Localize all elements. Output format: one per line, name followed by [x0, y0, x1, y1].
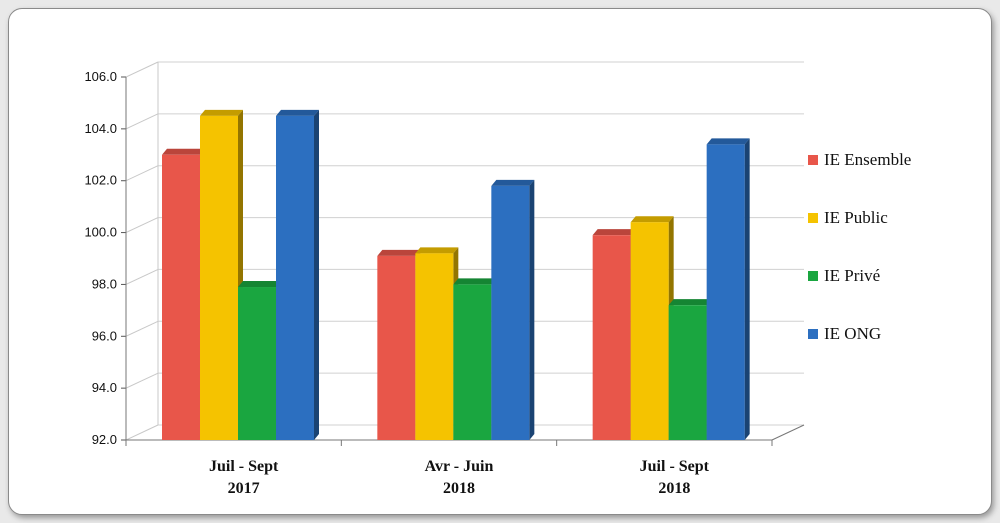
y-tick-label: 104.0	[84, 121, 117, 136]
bar-front	[706, 144, 745, 440]
bar-front	[200, 115, 238, 441]
y-tick-label: 92.0	[92, 432, 117, 447]
floor-edge	[771, 424, 805, 441]
y-tick-label: 102.0	[84, 173, 117, 188]
bar	[415, 247, 459, 440]
y-tick-label: 96.0	[92, 328, 117, 343]
bars	[162, 109, 750, 441]
bar-side	[314, 109, 319, 441]
bar	[238, 281, 281, 440]
bar-top	[276, 109, 319, 116]
legend-swatch	[808, 271, 818, 281]
bar-side	[529, 179, 535, 440]
gridline-depth	[125, 113, 159, 130]
legend-label: IE Public	[824, 208, 888, 227]
legend-swatch	[808, 155, 818, 165]
bar-front	[453, 284, 492, 440]
bar	[491, 179, 535, 440]
bar-top	[415, 247, 459, 254]
axis-labels: 92.0 94.0 96.0 98.0 100.0 102.0 104.0 106.0 Juil…	[84, 69, 709, 497]
bar-top	[238, 281, 281, 288]
y-tick-label: 100.0	[84, 225, 117, 240]
y-tick-label: 98.0	[92, 276, 117, 291]
legend-item: IE Public	[808, 208, 888, 227]
bar-front	[377, 255, 416, 440]
bar	[200, 109, 243, 441]
bar-front	[630, 222, 669, 440]
bar-top	[200, 109, 243, 116]
bar	[706, 138, 750, 440]
bar	[630, 216, 674, 440]
x-category-label: Avr - Juin 2018	[425, 458, 494, 497]
bar-front	[162, 154, 200, 441]
bar	[453, 278, 497, 440]
legend-item: IE ONG	[808, 324, 881, 343]
bar-top	[491, 179, 535, 186]
legend-label: IE Ensemble	[824, 150, 911, 169]
legend-item: IE Ensemble	[808, 150, 911, 169]
legend: IE Ensemble IE Public IE Privé IE ONG	[808, 150, 911, 343]
bar-top	[706, 138, 750, 145]
bar-side	[744, 138, 750, 440]
y-tick-label: 94.0	[92, 380, 117, 395]
gridline-depth	[125, 165, 159, 182]
gridline-depth	[125, 217, 159, 234]
bar	[377, 249, 421, 440]
bar	[276, 109, 319, 441]
bar-front	[415, 253, 454, 440]
gridline-depth	[125, 61, 159, 78]
bar	[592, 229, 636, 440]
x-category-label: Juil - Sept 2017	[209, 458, 279, 497]
bar-top	[668, 299, 712, 306]
gridline-depth	[125, 372, 159, 389]
legend-item: IE Privé	[808, 266, 880, 285]
bar-top	[377, 249, 421, 256]
y-tick-label: 106.0	[84, 69, 117, 84]
gridline-depth	[125, 268, 159, 285]
bar	[668, 299, 712, 440]
legend-label: IE Privé	[824, 266, 880, 285]
bar-top	[592, 229, 636, 236]
gridline-depth	[125, 424, 159, 441]
bar-front	[491, 185, 530, 440]
legend-label: IE ONG	[824, 324, 881, 343]
bar-top	[630, 216, 674, 223]
bar-front	[668, 305, 707, 440]
bar-top	[162, 148, 205, 155]
bar-top	[453, 278, 497, 285]
bar-front	[238, 287, 276, 440]
x-category-label: Juil - Sept 2018	[640, 458, 710, 497]
gridline-depth	[125, 320, 159, 337]
bar	[162, 148, 205, 441]
legend-swatch	[808, 329, 818, 339]
legend-swatch	[808, 213, 818, 223]
bar-front	[276, 115, 314, 441]
bar-front	[592, 235, 631, 440]
